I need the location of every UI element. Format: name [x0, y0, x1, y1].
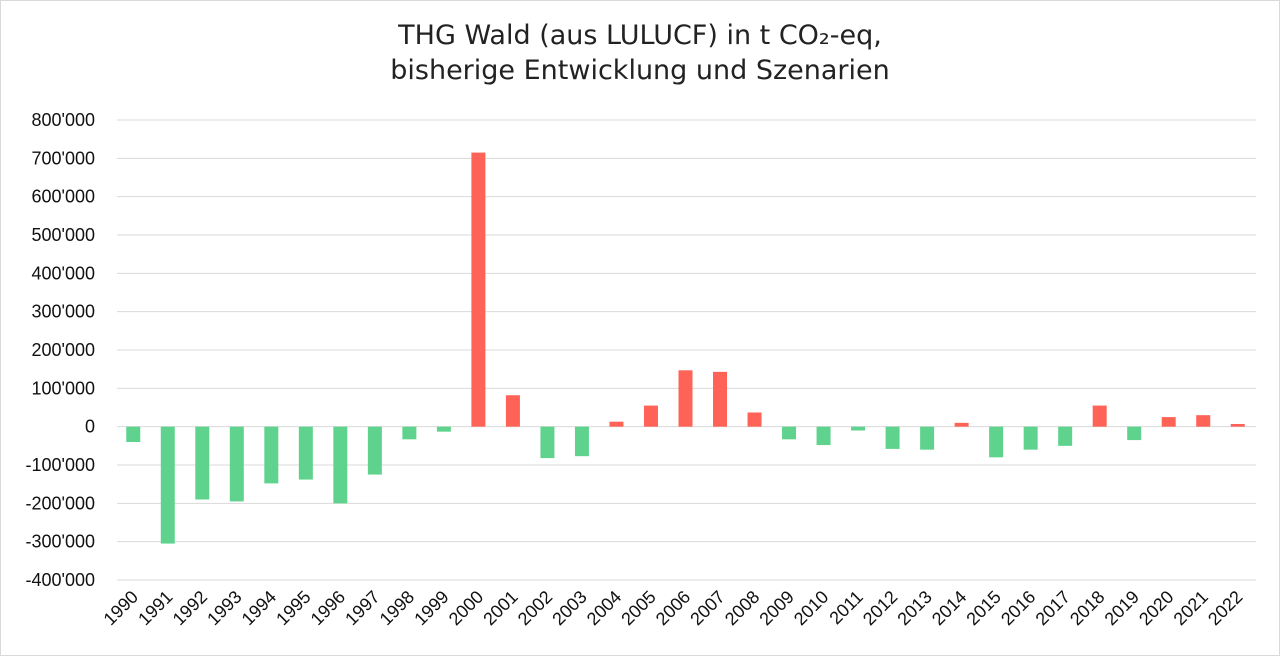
- x-tick-label: 2004: [583, 587, 625, 629]
- bar: [885, 426, 900, 449]
- x-tick-label: 2017: [1032, 587, 1074, 629]
- bar: [471, 152, 486, 427]
- x-tick-label: 2010: [790, 587, 832, 629]
- bar: [816, 426, 831, 446]
- bar: [229, 426, 244, 502]
- bar: [609, 421, 624, 427]
- x-tick-label: 2002: [514, 587, 556, 629]
- x-tick-label: 1998: [376, 587, 418, 629]
- x-tick-label: 2012: [859, 587, 901, 629]
- x-tick-label: 2008: [721, 587, 763, 629]
- bar: [298, 426, 313, 480]
- x-tick-label: 1992: [169, 587, 211, 629]
- bar: [160, 426, 175, 544]
- x-tick-label: 2018: [1066, 587, 1108, 629]
- y-tick-label: 300'000: [31, 302, 95, 322]
- bar: [747, 412, 762, 427]
- x-tick-label: 2007: [686, 587, 728, 629]
- bar: [574, 426, 589, 457]
- bar: [713, 371, 728, 427]
- x-tick-label: 2003: [548, 587, 590, 629]
- x-tick-label: 1997: [341, 587, 383, 629]
- x-tick-label: 2022: [1204, 587, 1246, 629]
- chart-title-line-2: bisherige Entwicklung und Szenarien: [390, 55, 890, 86]
- y-tick-label: -400'000: [26, 570, 96, 590]
- x-tick-label: 1999: [410, 587, 452, 629]
- bar: [333, 426, 348, 504]
- chart-title: THG Wald (aus LULUCF) in t CO₂-eq, bishe…: [0, 18, 1280, 88]
- x-tick-label: 1991: [134, 587, 176, 629]
- x-tick-label: 2001: [479, 587, 521, 629]
- y-tick-label: 100'000: [31, 378, 95, 398]
- bar: [195, 426, 210, 500]
- y-tick-label: -200'000: [26, 493, 96, 513]
- bar: [1230, 423, 1245, 427]
- bar: [367, 426, 382, 475]
- bar: [643, 405, 658, 427]
- bar: [782, 426, 797, 440]
- bar: [920, 426, 935, 450]
- x-tick-label: 1993: [203, 587, 245, 629]
- bar: [678, 370, 693, 427]
- x-tick-label: 2021: [1170, 587, 1212, 629]
- bar: [1161, 417, 1176, 427]
- x-tick-label: 2000: [445, 587, 487, 629]
- x-tick-label: 1990: [100, 587, 142, 629]
- x-tick-label: 2005: [617, 587, 659, 629]
- x-tick-label: 2013: [893, 587, 935, 629]
- bar: [126, 426, 141, 442]
- bar: [1092, 405, 1107, 427]
- bar: [851, 426, 866, 431]
- bar: [1127, 426, 1142, 441]
- y-tick-label: -300'000: [26, 532, 96, 552]
- x-tick-label: 2019: [1101, 587, 1143, 629]
- y-tick-label: 0: [85, 417, 95, 437]
- bar: [1058, 426, 1073, 446]
- x-tick-label: 2020: [1135, 587, 1177, 629]
- x-tick-label: 1995: [272, 587, 314, 629]
- bar: [540, 426, 555, 459]
- bar: [402, 426, 417, 440]
- x-tick-label: 2009: [755, 587, 797, 629]
- bar: [264, 426, 279, 484]
- chart-title-line-1: THG Wald (aus LULUCF) in t CO₂-eq,: [398, 20, 882, 51]
- x-tick-label: 2014: [928, 587, 970, 629]
- x-tick-label: 2015: [963, 587, 1005, 629]
- y-tick-label: 200'000: [31, 340, 95, 360]
- y-tick-label: 500'000: [31, 225, 95, 245]
- bar: [436, 426, 451, 432]
- y-tick-label: 800'000: [31, 110, 95, 130]
- bar: [1023, 426, 1038, 450]
- x-tick-label: 1996: [307, 587, 349, 629]
- y-tick-label: 600'000: [31, 187, 95, 207]
- x-tick-label: 1994: [238, 587, 280, 629]
- x-tick-label: 2016: [997, 587, 1039, 629]
- bar: [505, 395, 520, 427]
- y-tick-label: 700'000: [31, 148, 95, 168]
- bar: [1196, 415, 1211, 427]
- bar: [989, 426, 1004, 458]
- x-tick-label: 2006: [652, 587, 694, 629]
- y-tick-label: 400'000: [31, 263, 95, 283]
- x-tick-label: 2011: [825, 587, 867, 629]
- bar: [954, 422, 969, 427]
- y-tick-label: -100'000: [26, 455, 96, 475]
